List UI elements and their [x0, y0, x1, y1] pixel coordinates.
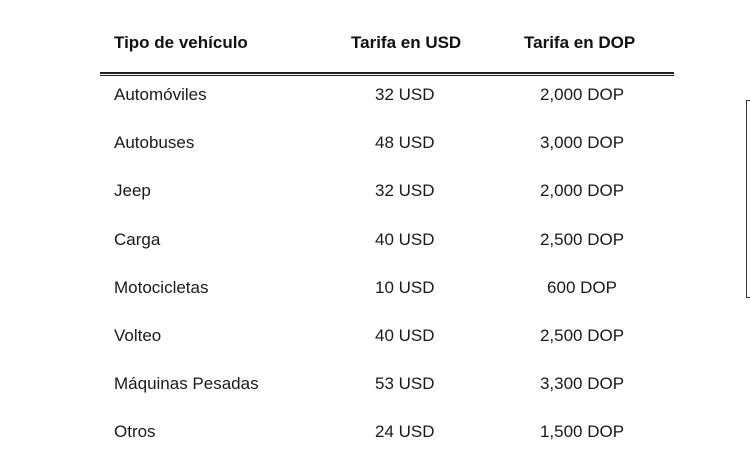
side-panel-frame — [746, 100, 750, 298]
cell-fare-dop: 3,300 DOP — [539, 374, 625, 394]
table-row: Volteo 40 USD 2,500 DOP — [100, 312, 674, 360]
cell-fare-usd: 48 USD — [375, 133, 435, 153]
cell-fare-usd: 10 USD — [375, 277, 435, 297]
cell-fare-dop: 1,500 DOP — [539, 422, 625, 442]
cell-fare-usd: 53 USD — [375, 374, 435, 394]
cell-vehicle-type: Máquinas Pesadas — [114, 374, 259, 394]
cell-vehicle-type: Jeep — [114, 181, 151, 201]
table-row: Autobuses 48 USD 3,000 DOP — [100, 119, 674, 167]
cell-fare-usd: 32 USD — [375, 181, 435, 201]
cell-fare-dop: 2,000 DOP — [539, 181, 625, 201]
header-fare-dop: Tarifa en DOP — [524, 33, 636, 52]
table-body: Automóviles 32 USD 2,000 DOP Autobuses 4… — [100, 71, 674, 457]
cell-vehicle-type: Otros — [114, 422, 156, 442]
table-header: Tipo de vehículo Tarifa en USD Tarifa en… — [100, 0, 674, 72]
fare-table: Tipo de vehículo Tarifa en USD Tarifa en… — [100, 0, 674, 441]
cell-fare-dop: 2,000 DOP — [539, 85, 625, 104]
cell-fare-usd: 40 USD — [375, 229, 435, 249]
header-divider — [100, 72, 674, 76]
table-row: Automóviles 32 USD 2,000 DOP — [100, 71, 674, 119]
table-row: Jeep 32 USD 2,000 DOP — [100, 167, 674, 215]
cell-vehicle-type: Motocicletas — [114, 277, 209, 297]
cell-fare-dop: 600 DOP — [547, 277, 617, 297]
cell-fare-dop: 2,500 DOP — [539, 229, 625, 249]
table-row: Carga 40 USD 2,500 DOP — [100, 216, 674, 264]
table-row: Máquinas Pesadas 53 USD 3,300 DOP — [100, 360, 674, 408]
cell-vehicle-type: Carga — [114, 229, 161, 249]
table-row: Otros 24 USD 1,500 DOP — [100, 408, 674, 456]
cell-vehicle-type: Automóviles — [114, 85, 207, 104]
header-vehicle-type: Tipo de vehículo — [114, 33, 248, 52]
cell-vehicle-type: Volteo — [114, 325, 162, 345]
cell-vehicle-type: Autobuses — [114, 133, 195, 153]
cell-fare-usd: 24 USD — [375, 422, 435, 442]
header-fare-usd: Tarifa en USD — [351, 33, 462, 52]
cell-fare-usd: 40 USD — [375, 325, 435, 345]
cell-fare-dop: 2,500 DOP — [539, 325, 625, 345]
table-row: Motocicletas 10 USD 600 DOP — [100, 264, 674, 312]
cell-fare-dop: 3,000 DOP — [539, 133, 625, 153]
cell-fare-usd: 32 USD — [375, 85, 435, 104]
